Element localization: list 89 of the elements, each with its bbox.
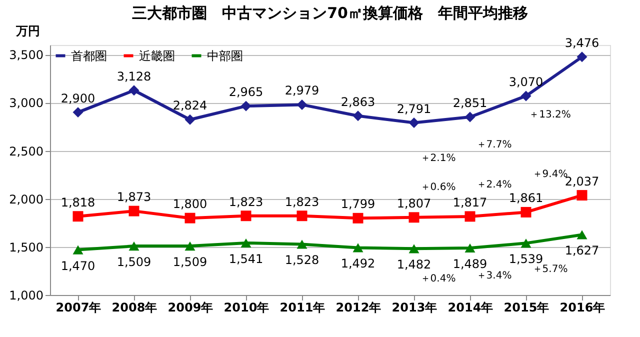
point xyxy=(408,212,420,223)
annotation: ＋2.4% xyxy=(476,179,512,190)
x-tick-label: 2010年 xyxy=(224,300,270,314)
point xyxy=(352,212,364,224)
annotation: ＋7.7% xyxy=(476,139,512,150)
point xyxy=(520,238,532,248)
data-label: 1,817 xyxy=(452,195,488,210)
data-label: 1,807 xyxy=(396,196,432,210)
annotation: ＋0.4% xyxy=(420,273,456,284)
data-label: 2,851 xyxy=(452,96,488,110)
point xyxy=(128,85,140,96)
x-tick-label: 2016年 xyxy=(560,300,606,314)
y-tick-label: 3,500 xyxy=(9,48,44,62)
annotation: ＋2.1% xyxy=(420,152,456,164)
data-label: 1,492 xyxy=(340,256,376,271)
data-label: 1,509 xyxy=(172,255,208,270)
point xyxy=(184,212,196,224)
y-tick-label: 2,500 xyxy=(9,144,44,158)
point xyxy=(520,90,532,102)
point xyxy=(296,210,308,222)
x-tick-label: 2009年 xyxy=(168,300,214,314)
data-label: 1,539 xyxy=(508,252,544,266)
data-label: 2,965 xyxy=(228,85,264,100)
data-label: 2,824 xyxy=(172,98,208,113)
x-tick-label: 2014年 xyxy=(448,300,494,314)
y-tick-label: 2,000 xyxy=(9,192,44,206)
point xyxy=(296,240,308,249)
point xyxy=(464,243,476,253)
annotation: ＋13.2% xyxy=(529,109,571,120)
x-tick-label: 2011年 xyxy=(280,300,326,314)
y-axis-title: 万円 xyxy=(15,24,40,38)
point xyxy=(464,211,476,222)
data-label: 1,873 xyxy=(116,190,152,204)
data-label: 3,128 xyxy=(116,69,152,84)
x-tick-label: 2015年 xyxy=(504,300,550,314)
y-tick-label: 1,500 xyxy=(9,240,44,254)
data-label: 3,476 xyxy=(564,36,600,50)
data-label: 2,979 xyxy=(284,84,320,98)
data-label: 1,489 xyxy=(452,256,488,271)
data-label: 1,823 xyxy=(228,194,264,209)
point xyxy=(576,230,588,240)
point xyxy=(184,114,196,125)
data-label: 1,823 xyxy=(284,194,320,209)
data-label: 2,791 xyxy=(396,102,432,116)
data-label: 1,470 xyxy=(60,258,96,273)
point xyxy=(352,243,364,252)
data-label: 2,863 xyxy=(340,94,376,109)
x-tick-label: 2013年 xyxy=(392,300,438,314)
y-tick-label: 1,000 xyxy=(9,288,44,302)
point xyxy=(184,242,196,251)
point xyxy=(464,112,476,122)
legend-label: 中部圏 xyxy=(207,48,243,63)
annotation: ＋9.4% xyxy=(532,168,568,180)
point xyxy=(352,110,364,122)
point xyxy=(72,107,84,118)
legend-label: 近畿圏 xyxy=(139,48,175,63)
data-label: 1,627 xyxy=(564,244,600,258)
data-label: 1,861 xyxy=(508,191,544,206)
point xyxy=(520,206,532,218)
x-tick-label: 2008年 xyxy=(112,300,158,314)
point xyxy=(72,211,84,222)
y-tick-label: 3,000 xyxy=(9,96,44,110)
x-tick-label: 2012年 xyxy=(336,300,382,314)
point xyxy=(240,100,252,112)
legend-label: 首都圏 xyxy=(71,48,107,63)
annotation: ＋5.7% xyxy=(532,264,568,275)
data-label: 1,799 xyxy=(340,197,376,212)
point xyxy=(408,244,420,254)
point xyxy=(240,210,252,222)
data-label: 2,900 xyxy=(60,91,96,106)
data-label: 1,482 xyxy=(396,258,432,272)
point xyxy=(576,190,588,201)
data-label: 1,528 xyxy=(284,253,320,268)
point xyxy=(128,206,140,216)
data-label: 1,818 xyxy=(60,195,96,210)
x-tick-label: 2007年 xyxy=(56,300,102,314)
annotation: ＋3.4% xyxy=(476,270,512,282)
data-label: 3,070 xyxy=(508,74,544,89)
point xyxy=(576,52,588,62)
data-label: 1,800 xyxy=(172,197,208,212)
data-label: 1,541 xyxy=(228,252,264,266)
annotation: ＋0.6% xyxy=(420,182,456,193)
data-label: 1,509 xyxy=(116,255,152,270)
point xyxy=(240,238,252,248)
chart-title: 三大都市圏 中古マンション70㎡換算価格 年間平均推移 xyxy=(132,4,528,22)
point xyxy=(296,99,308,110)
point xyxy=(408,118,420,128)
point xyxy=(128,242,140,251)
point xyxy=(72,245,84,254)
